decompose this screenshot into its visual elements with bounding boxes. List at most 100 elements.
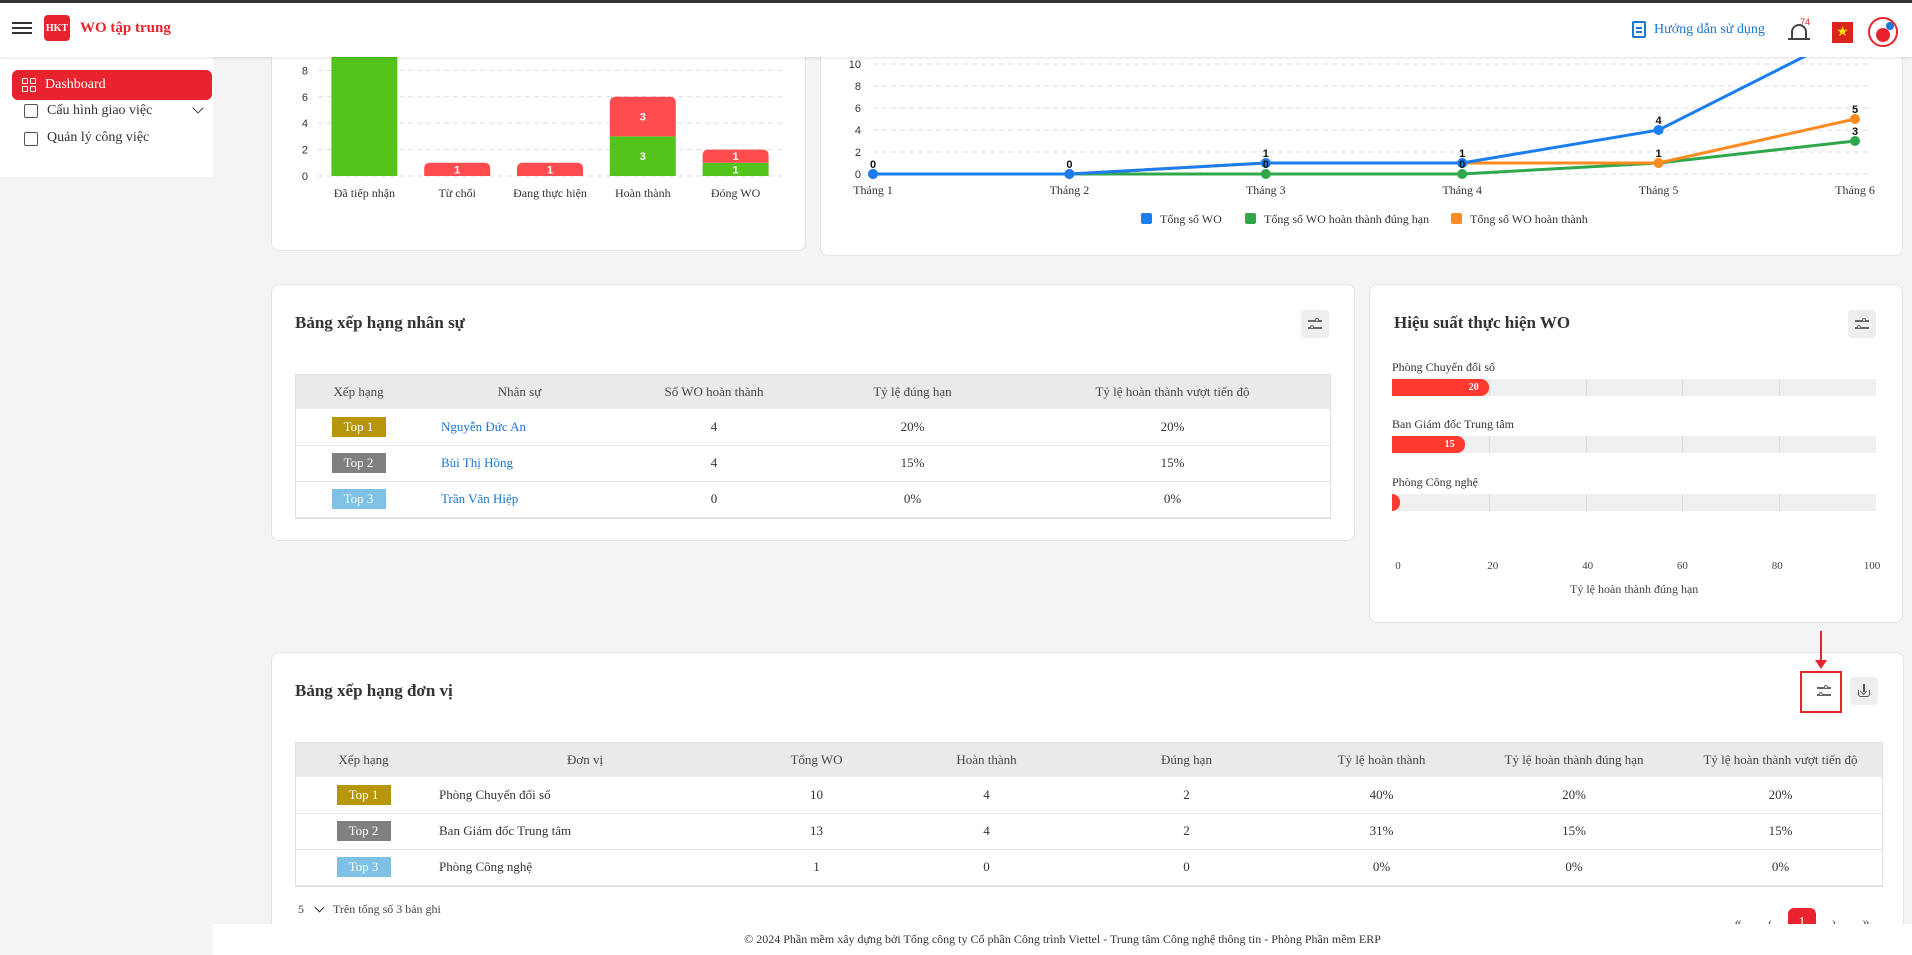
gridline (1488, 379, 1490, 396)
last-page-button[interactable]: » (1862, 915, 1870, 930)
staff-name-link[interactable]: Bùi Thị Hồng (421, 445, 618, 482)
data-label: 5 (1852, 104, 1858, 116)
performance-item-label: Ban Giám đốc Trung tâm (1392, 417, 1514, 431)
data-point (1653, 125, 1664, 135)
staff-ranking-title: Bảng xếp hạng nhân sự (295, 313, 465, 332)
vietnam-flag-icon[interactable]: ★ (1832, 22, 1853, 43)
bar-value-label: 3 (640, 112, 646, 124)
ahead-rate: 20% (1015, 409, 1330, 446)
x-tick-label: Tháng 2 (1050, 183, 1090, 197)
ahead-rate: 20% (1679, 777, 1882, 814)
bar-segment (702, 162, 769, 176)
data-label: 0 (1263, 159, 1269, 171)
data-point (1260, 158, 1271, 168)
hamburger-icon[interactable] (12, 19, 32, 37)
x-tick-label: 80 (1771, 560, 1783, 572)
ahead-rate: 15% (1679, 813, 1882, 850)
data-label: 0 (870, 159, 876, 171)
on-time-rate: 15% (1469, 813, 1679, 850)
next-page-button[interactable]: › (1831, 915, 1837, 930)
gridline (1779, 494, 1781, 511)
rank-badge: Top 2 (336, 821, 391, 841)
first-page-button[interactable]: « (1734, 915, 1742, 930)
bar-value-label: 1 (454, 164, 460, 176)
rank-badge: Top 3 (336, 857, 391, 877)
performance-axis-title: Tỷ lệ hoàn thành đúng hạn (1570, 582, 1699, 596)
x-tick-label: 20 (1487, 560, 1499, 572)
notification-bell-icon[interactable]: 74 (1788, 17, 1810, 45)
y-tick-label: 8 (855, 81, 861, 93)
sidebar-item-label: Cấu hình giao việc (47, 103, 153, 118)
bar-segment (331, 40, 398, 176)
table-row: Top 1 Nguyễn Đức An 4 20% 20% (296, 409, 1330, 446)
table-row: Top 3 Phòng Công nghệ 1 0 0 0% 0% 0% (296, 849, 1882, 886)
sidebar-item-work-management[interactable]: Quản lý công việc (14, 123, 214, 153)
staff-ranking-settings-button[interactable] (1301, 310, 1329, 338)
data-label: 0 (1066, 159, 1072, 171)
y-tick-label: 4 (855, 125, 861, 137)
staff-name-link[interactable]: Trần Văn Hiệp (421, 481, 618, 518)
y-tick-label: 0 (855, 169, 861, 181)
completed-count: 4 (618, 445, 810, 482)
x-tick-label: 100 (1863, 560, 1881, 572)
performance-settings-button[interactable] (1848, 310, 1876, 338)
bar-value-label: 1 (547, 164, 553, 176)
performance-title: Hiệu suất thực hiện WO (1394, 313, 1571, 332)
performance-bar: 20 (1392, 379, 1489, 396)
bar-segment (424, 162, 491, 176)
rank-badge: Top 3 (331, 489, 386, 509)
performance-item-label: Phòng Chuyển đổi số (1392, 360, 1496, 374)
data-point (1457, 169, 1468, 179)
user-guide-link[interactable]: Hướng dẫn sử dụng (1632, 21, 1765, 38)
notification-count: 74 (1800, 17, 1811, 27)
unit-ranking-download-button[interactable] (1850, 677, 1878, 705)
y-tick-label: 2 (302, 145, 308, 157)
bar-value-label: 3 (640, 151, 646, 163)
table-row: Top 2 Ban Giám đốc Trung tâm 13 4 2 31% … (296, 813, 1882, 850)
bar-value-label: 1 (733, 151, 739, 163)
x-tick-label: 60 (1676, 560, 1688, 572)
completion-rate: 31% (1294, 813, 1469, 850)
prev-page-button[interactable]: ‹ (1767, 915, 1773, 930)
unit-ranking-settings-button[interactable] (1810, 677, 1838, 705)
staff-ranking-card: Bảng xếp hạng nhân sự Xếp hạng Nhân sự S… (271, 284, 1355, 541)
top-bar: HKT WO tập trung Hướng dẫn sử dụng 74 ★ (0, 0, 1912, 57)
ahead-rate: 0% (1679, 849, 1882, 886)
bar-value-label: 1 (733, 164, 739, 176)
gridline (1585, 379, 1587, 396)
sidebar-item-task-config[interactable]: Cấu hình giao việc (14, 96, 214, 126)
staff-name-link[interactable]: Nguyễn Đức An (421, 409, 618, 446)
table-row: Top 3 Trần Văn Hiệp 0 0% 0% (296, 481, 1330, 518)
avatar[interactable] (1868, 17, 1898, 47)
chevron-down-icon (192, 102, 204, 114)
unit-name: Phòng Công nghệ (431, 849, 739, 886)
sidebar-item-label: Quản lý công việc (47, 130, 150, 145)
performance-track: 15 (1392, 436, 1876, 453)
table-row: Top 2 Bùi Thị Hồng 4 15% 15% (296, 445, 1330, 482)
column-header: Nhân sự (421, 375, 618, 409)
gridline (1585, 436, 1587, 453)
on-time-rate: 0% (810, 481, 1015, 518)
monthly-line-chart-card: 0 2 4 6 8 10 Tháng 1 Tháng 2 Tháng 3 Tháng 4 Tháng… (820, 40, 1903, 256)
x-tick-label: Đã tiếp nhận (334, 186, 395, 200)
data-point (1850, 136, 1860, 146)
data-label: 3 (1852, 126, 1858, 138)
on-time-count: 2 (1079, 777, 1294, 814)
sidebar-item-dashboard[interactable]: Dashboard (12, 70, 212, 100)
data-label: 1 (1263, 148, 1269, 160)
data-label: 1 (1459, 148, 1465, 160)
gridline (1488, 494, 1490, 511)
x-tick-label: Hoàn thành (615, 186, 671, 200)
data-label: 4 (1656, 115, 1663, 127)
y-tick-label: 8 (302, 65, 308, 77)
y-tick-label: 4 (302, 118, 308, 130)
performance-item-label: Phòng Công nghệ (1392, 475, 1479, 489)
on-time-rate: 20% (810, 409, 1015, 446)
legend-swatch (1245, 213, 1256, 224)
series-group (873, 40, 1856, 176)
y-tick-label: 6 (302, 92, 308, 104)
rank-badge: Top 1 (331, 416, 386, 437)
legend-label: Tổng số WO hoàn thành (1470, 212, 1588, 226)
x-tick-label: 0 (1395, 560, 1401, 572)
page-size-select[interactable]: 5 (298, 902, 333, 917)
